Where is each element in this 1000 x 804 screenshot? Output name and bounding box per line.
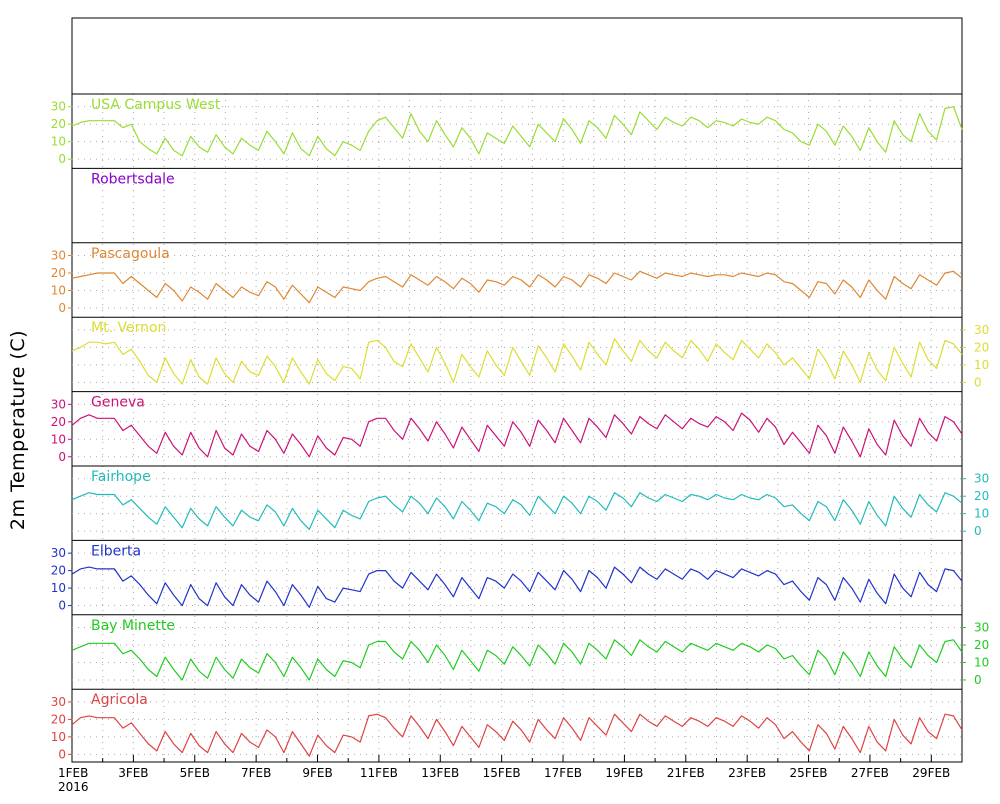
y-axis-label: 2m Temperature (C) (7, 329, 29, 531)
series-line (71, 713, 963, 757)
y-tick-label: 20 (51, 564, 66, 578)
x-tick-label: 1FEB (58, 766, 88, 780)
y-tick-label: 30 (51, 249, 66, 263)
y-tick-label: 20 (51, 415, 66, 429)
y-tick-label: 0 (58, 152, 66, 166)
plot-frame (71, 17, 963, 763)
series-line (71, 270, 963, 304)
y-tick-label: 0 (58, 301, 66, 315)
y-tick-label: 30 (974, 621, 989, 635)
y-tick-label: 30 (51, 546, 66, 560)
y-tick-label: 30 (974, 323, 989, 337)
y-tick-label: 30 (974, 472, 989, 486)
y-tick-label: 10 (974, 655, 989, 669)
x-tick-label: 5FEB (180, 766, 210, 780)
y-tick-label: 0 (974, 673, 982, 687)
y-tick-label: 20 (974, 489, 989, 503)
y-tick-label: 20 (974, 340, 989, 354)
station-label: Geneva (91, 395, 145, 411)
station-label: Robertsdale (91, 171, 175, 187)
x-axis: 1FEB 3FEB 5FEB 7FEB 9FEB 11FEB 13FEB 15FEB 17FEB… (58, 755, 963, 794)
station-label: Agricola (91, 692, 148, 708)
x-year-label: 2016 (58, 780, 89, 794)
panel-mt-vernon: 0 10 20 30 Mt. Vernon (71, 316, 989, 389)
panel-robertsdale: Robertsdale (72, 167, 962, 187)
y-tick-label: 0 (974, 524, 982, 538)
station-label: Bay Minette (91, 618, 175, 634)
station-label: USA Campus West (91, 97, 221, 113)
y-tick-label: 10 (974, 507, 989, 521)
series-line (71, 492, 963, 531)
x-tick-label: 27FEB (851, 766, 889, 780)
y-tick-label: 20 (51, 266, 66, 280)
panel-fairhope: 0 10 20 30 Fairhope (71, 465, 989, 538)
x-tick-label: 19FEB (605, 766, 643, 780)
y-tick-label: 20 (51, 117, 66, 131)
panel-usa-campus-west: 0 10 20 30 USA Campus West (51, 93, 963, 166)
series-line (71, 566, 963, 608)
y-tick-label: 10 (974, 358, 989, 372)
panel-elberta: 0 10 20 30 Elberta (51, 539, 963, 613)
x-tick-label: 3FEB (118, 766, 148, 780)
station-label: Mt. Vernon (91, 320, 166, 336)
x-tick-label: 15FEB (483, 766, 521, 780)
x-tick-label: 21FEB (667, 766, 705, 780)
x-tick-label: 23FEB (728, 766, 766, 780)
y-tick-label: 0 (58, 747, 66, 761)
x-tick-label: 17FEB (544, 766, 582, 780)
panel-pascagoula: 0 10 20 30 Pascagoula (51, 242, 963, 315)
y-tick-label: 10 (51, 283, 66, 297)
x-tick-label: 7FEB (241, 766, 271, 780)
x-tick-label: 25FEB (790, 766, 828, 780)
y-tick-label: 30 (51, 100, 66, 114)
panel-bay-minette: 0 10 20 30 Bay Minette (71, 614, 989, 687)
y-tick-label: 0 (58, 599, 66, 613)
y-tick-label: 10 (51, 581, 66, 595)
panel-agricola: 0 10 20 30 Agricola (51, 688, 963, 761)
x-tick-label: 29FEB (912, 766, 950, 780)
x-tick-label: 11FEB (360, 766, 398, 780)
y-tick-label: 10 (51, 432, 66, 446)
y-tick-label: 10 (51, 135, 66, 149)
y-tick-label: 0 (974, 375, 982, 389)
series-line (71, 106, 963, 157)
y-tick-label: 20 (974, 638, 989, 652)
panel-geneva: 0 10 20 30 Geneva (51, 391, 963, 464)
x-tick-label: 9FEB (302, 766, 332, 780)
y-tick-label: 30 (51, 695, 66, 709)
x-tick-label: 13FEB (421, 766, 459, 780)
y-tick-label: 30 (51, 397, 66, 411)
station-label: Pascagoula (91, 246, 170, 262)
station-label: Fairhope (91, 469, 151, 485)
y-tick-label: 0 (58, 450, 66, 464)
y-tick-label: 10 (51, 730, 66, 744)
series-line (71, 412, 963, 458)
series-line (71, 639, 963, 681)
y-axis-label-container: 2m Temperature (C) (4, 0, 32, 800)
station-label: Elberta (91, 543, 141, 559)
series-line (71, 338, 963, 385)
y-tick-label: 20 (51, 712, 66, 726)
